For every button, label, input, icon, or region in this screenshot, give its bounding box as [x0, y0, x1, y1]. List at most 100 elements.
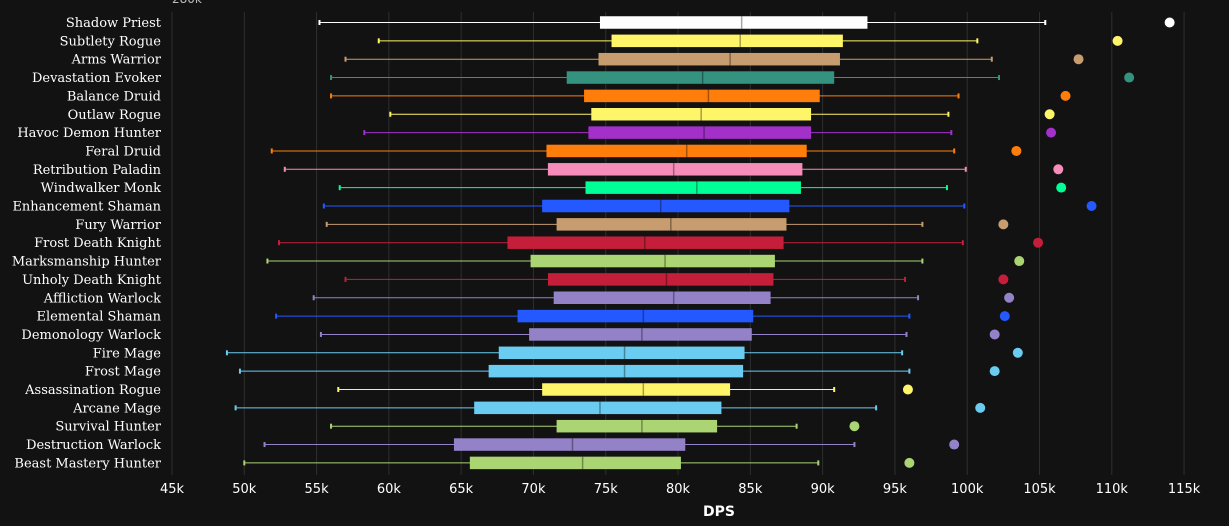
outlier-point: [1060, 90, 1071, 101]
category-label: Devastation Evoker: [32, 71, 162, 86]
outlier-point: [1112, 35, 1123, 46]
outlier-point: [989, 329, 1000, 340]
x-tick-label: 65k: [449, 482, 474, 497]
iqr-box: [556, 419, 718, 433]
iqr-box: [547, 273, 774, 286]
iqr-box: [588, 126, 812, 139]
iqr-box: [556, 218, 787, 231]
x-tick-labels: 45k 50k 55k 60k 65k 70k 75k 80k 85k 90k 95k 100k 105…: [160, 482, 1201, 497]
box-destruction-warlock: [263, 438, 960, 451]
iqr-box: [546, 144, 807, 158]
box-frost-mage: [238, 364, 1000, 378]
outlier-point: [1124, 72, 1135, 83]
iqr-box: [498, 346, 745, 360]
category-label: Elemental Shaman: [37, 310, 162, 325]
box-havoc-demon-hunter: [363, 126, 1057, 139]
outlier-point: [949, 439, 960, 450]
box-devastation-evoker: [330, 71, 1135, 84]
category-label: Balance Druid: [67, 89, 161, 104]
x-axis-title: DPS: [703, 504, 735, 520]
category-label: Destruction Warlock: [26, 438, 161, 453]
outlier-point: [1056, 182, 1067, 193]
partial-top-label: 280k: [172, 0, 202, 6]
box-retribution-paladin: [283, 163, 1064, 176]
iqr-box: [542, 199, 790, 213]
outlier-point: [849, 421, 860, 432]
category-label: Havoc Demon Hunter: [17, 126, 161, 141]
category-label: Assassination Rogue: [24, 383, 161, 398]
box-fire-mage: [225, 346, 1023, 360]
outlier-point: [998, 219, 1009, 230]
iqr-box: [542, 383, 731, 396]
outlier-point: [1014, 256, 1025, 267]
iqr-box: [453, 438, 686, 451]
x-tick-label: 60k: [377, 482, 402, 497]
category-label: Arms Warrior: [71, 53, 162, 68]
box-affliction-warlock: [312, 291, 1015, 304]
outlier-point: [998, 274, 1009, 285]
box-unholy-death-knight: [344, 273, 1009, 286]
box-assassination-rogue: [337, 383, 913, 396]
box-fury-warrior: [325, 218, 1009, 231]
x-tick-label: 110k: [1096, 482, 1129, 497]
box-survival-hunter: [330, 419, 860, 433]
category-label: Survival Hunter: [55, 420, 161, 435]
box-shadow-priest: [318, 16, 1175, 29]
box-series: [225, 16, 1175, 470]
category-label: Arcane Mage: [72, 401, 161, 416]
category-label: Frost Mage: [85, 365, 161, 380]
category-labels: Shadow Priest Subtlety Rogue Arms Warrior D…: [12, 16, 162, 471]
grid-lines: [171, 12, 1185, 475]
outlier-point: [1053, 164, 1064, 175]
box-demonology-warlock: [319, 328, 1000, 341]
outlier-point: [999, 311, 1010, 322]
outlier-point: [975, 402, 986, 413]
box-feral-druid: [270, 144, 1022, 158]
category-label: Windwalker Monk: [41, 181, 161, 196]
outlier-point: [1046, 127, 1057, 138]
box-arms-warrior: [344, 52, 1084, 66]
x-tick-label: 50k: [232, 482, 257, 497]
box-arcane-mage: [234, 401, 986, 415]
outlier-point: [1011, 145, 1022, 156]
outlier-point: [904, 457, 915, 468]
category-label: Unholy Death Knight: [22, 273, 162, 288]
iqr-box: [529, 328, 752, 341]
x-tick-label: 75k: [594, 482, 619, 497]
iqr-box: [488, 364, 744, 378]
x-tick-label: 90k: [811, 482, 836, 497]
iqr-box: [517, 309, 754, 323]
x-tick-label: 115k: [1168, 482, 1201, 497]
category-label: Fury Warrior: [75, 218, 161, 233]
category-label: Subtlety Rogue: [60, 34, 162, 49]
outlier-point: [989, 366, 1000, 377]
category-label: Demonology Warlock: [21, 328, 161, 343]
box-balance-druid: [330, 89, 1071, 103]
category-label: Shadow Priest: [66, 16, 162, 31]
iqr-box: [611, 34, 843, 48]
iqr-box: [598, 52, 840, 66]
iqr-box: [566, 71, 835, 84]
box-windwalker-monk: [338, 181, 1067, 194]
box-enhancement-shaman: [322, 199, 1097, 213]
outlier-point: [1012, 347, 1023, 358]
outlier-point: [1004, 292, 1015, 303]
x-tick-label: 80k: [666, 482, 691, 497]
category-label: Retribution Paladin: [33, 163, 162, 178]
iqr-box: [469, 456, 681, 470]
category-label: Fire Mage: [93, 346, 162, 361]
iqr-box: [547, 163, 803, 176]
box-elemental-shaman: [275, 309, 1010, 323]
outlier-point: [1086, 201, 1097, 211]
outlier-point: [1164, 17, 1175, 28]
iqr-box: [507, 236, 784, 249]
iqr-box: [599, 16, 868, 29]
category-label: Enhancement Shaman: [12, 200, 161, 215]
iqr-box: [530, 254, 775, 268]
x-tick-label: 105k: [1023, 482, 1056, 497]
outlier-point: [1044, 109, 1055, 120]
category-label: Beast Mastery Hunter: [14, 456, 161, 471]
outlier-point: [1073, 54, 1084, 65]
outlier-point: [1033, 237, 1044, 248]
